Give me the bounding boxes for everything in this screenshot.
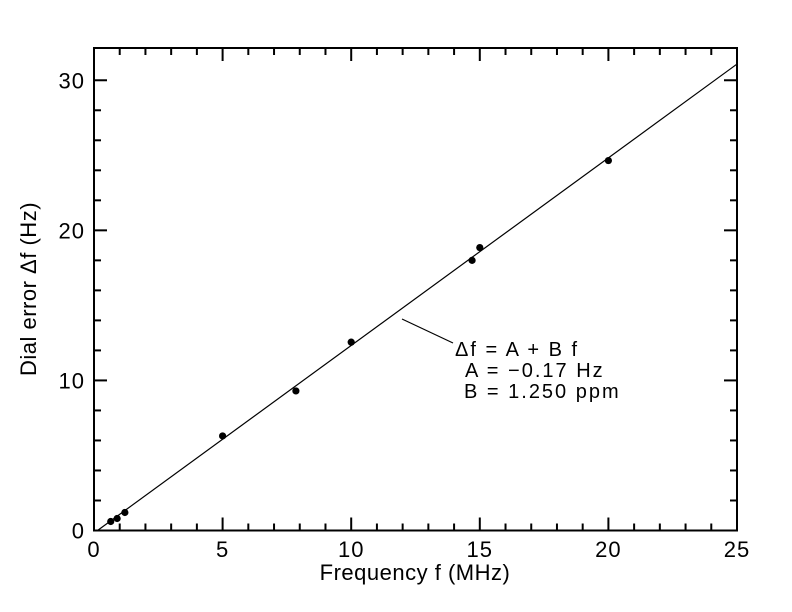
data-point xyxy=(107,517,115,526)
data-point xyxy=(604,156,613,165)
plot-frame xyxy=(93,47,738,532)
y-tick-label: 20 xyxy=(59,218,85,243)
x-tick-label: 10 xyxy=(338,537,364,562)
plot-border xyxy=(93,47,738,532)
x-tick-label: 25 xyxy=(724,537,750,562)
x-axis-label: Frequency f (MHz) xyxy=(320,560,511,585)
data-point xyxy=(468,256,476,264)
y-axis-label: Dial error Δf (Hz) xyxy=(16,202,41,376)
data-point xyxy=(219,432,227,440)
linear-fit-line xyxy=(97,63,738,531)
annotation-slope-line: B = 1.250 ppm xyxy=(464,381,621,403)
data-point xyxy=(347,338,355,346)
x-tick-label: 15 xyxy=(467,537,493,562)
tick-labels: 0 5 10 15 20 25 0 10 20 30 xyxy=(59,68,750,562)
x-tick-label: 5 xyxy=(216,537,229,562)
axis-ticks xyxy=(93,48,738,532)
x-tick-label: 0 xyxy=(87,537,100,562)
x-tick-label: 20 xyxy=(595,537,621,562)
data-point xyxy=(121,508,129,517)
y-tick-label: 10 xyxy=(59,368,85,393)
data-point xyxy=(292,387,300,395)
fit-annotation: Δf = A + B f A = −0.17 Hz B = 1.250 ppm xyxy=(401,318,621,403)
annotation-intercept-line: A = −0.17 Hz xyxy=(465,360,605,382)
y-tick-label: 30 xyxy=(59,68,85,93)
data-point xyxy=(476,244,484,252)
fit-line xyxy=(97,63,738,531)
data-points xyxy=(107,156,613,526)
y-tick-label: 0 xyxy=(72,519,85,544)
annotation-equation-line: Δf = A + B f xyxy=(455,339,579,361)
data-point xyxy=(113,514,121,523)
annotation-leader-line xyxy=(401,318,454,344)
